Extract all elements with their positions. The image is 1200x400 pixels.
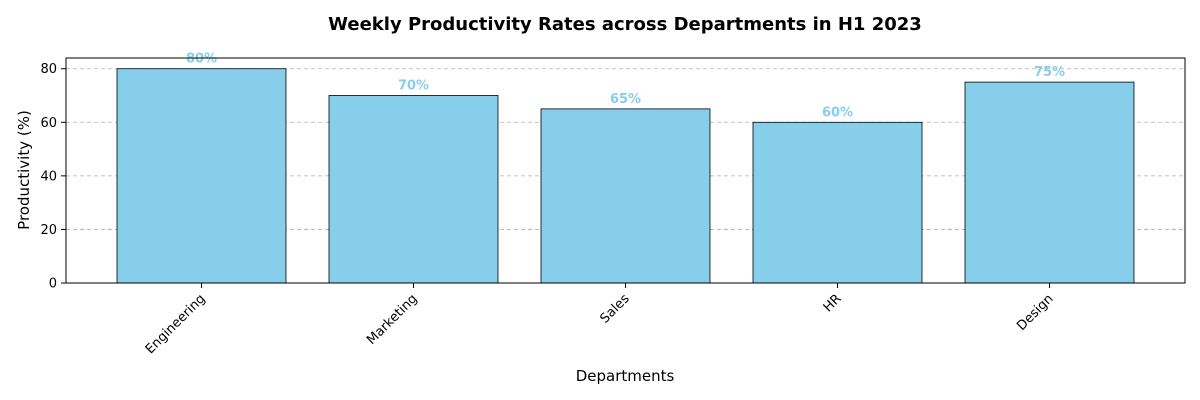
y-tick-label: 80 xyxy=(40,62,57,77)
value-label: 70% xyxy=(398,79,429,94)
x-tick-label: Marketing xyxy=(364,291,420,347)
y-axis-ticks: 0 20 40 60 80 xyxy=(40,62,66,292)
bar-design xyxy=(964,81,1135,284)
y-tick-label: 60 xyxy=(40,116,57,131)
bar-hr xyxy=(752,121,923,284)
y-axis-label: Productivity (%) xyxy=(15,110,33,230)
bar-engineering xyxy=(116,68,287,284)
x-tick-label: Engineering xyxy=(143,291,209,357)
value-label: 80% xyxy=(186,52,217,67)
value-labels: 80% 70% 65% 60% 75% xyxy=(186,52,1065,121)
x-axis-ticks: Engineering Marketing Sales HR Design xyxy=(143,283,1057,357)
value-label: 60% xyxy=(822,105,853,120)
value-label: 75% xyxy=(1034,65,1065,80)
y-tick-label: 0 xyxy=(49,277,57,292)
x-tick-label: Design xyxy=(1014,291,1056,333)
y-tick-label: 40 xyxy=(40,169,57,184)
x-tick-label: HR xyxy=(821,291,845,315)
chart-title: Weekly Productivity Rates across Departm… xyxy=(328,14,922,35)
x-axis-label: Departments xyxy=(576,367,675,385)
x-tick-label: Sales xyxy=(597,291,632,326)
value-label: 65% xyxy=(610,92,641,107)
bar-marketing xyxy=(328,95,499,284)
bar-sales xyxy=(540,108,711,284)
y-tick-label: 20 xyxy=(40,223,57,238)
